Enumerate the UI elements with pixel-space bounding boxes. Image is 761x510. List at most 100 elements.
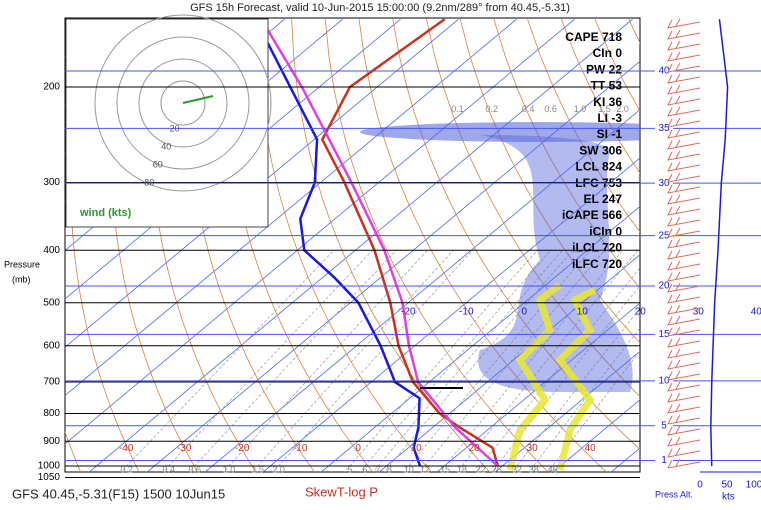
mixing-ratio-line [272,249,473,472]
barb-flag [675,337,681,346]
barb [667,41,701,51]
mixing-ratio-label: 1.5 [598,104,611,114]
x-tick-label: 0 [522,306,528,317]
index: iCAPE 566 [562,208,622,222]
barb [667,118,701,128]
mixing-ratio-label: 0.4 [522,104,535,114]
index-value: -3 [611,111,622,125]
index: SI -1 [597,127,623,141]
barb-flag [675,392,681,401]
diagram-label: SkewT-log P [305,484,378,499]
wind-tick-label: 0 [697,480,703,491]
barb [667,195,701,205]
barb [667,261,701,271]
wind-barb [667,62,701,73]
wind-barb [667,370,701,381]
wind-barb [667,326,701,337]
barb-flag [675,216,681,225]
index-value: 36 [609,95,623,109]
barb-flag [675,172,681,181]
altitude-label-bg [655,454,673,467]
altitude-tick-label: 15 [658,329,670,340]
barb [667,371,701,381]
index: LI -3 [597,111,622,125]
barb-flag [675,458,681,467]
wind-tick-label: 100 [746,480,761,491]
wind-barb [667,315,701,326]
isotherm [65,18,459,348]
mixing-ratio-label: 0.2 [120,464,133,474]
barb [667,272,701,282]
x-tick-label: -20 [401,306,416,317]
wind-barb [667,304,701,315]
index-label: CIn [593,46,612,60]
mixing-ratio-line [162,249,373,472]
barb [667,74,701,84]
x-tick-label: 20 [469,443,481,454]
barb [667,250,701,260]
barb [667,107,701,117]
mixing-ratio-label: 0.1 [451,104,464,114]
index-label: EL [584,192,599,206]
barb [667,85,701,95]
barb-flag [675,425,681,434]
x-tick-label: 30 [527,443,539,454]
barb [667,151,701,161]
y-tick-label: 200 [43,82,60,93]
mixing-ratio-line [344,249,538,472]
index: SW 306 [579,144,622,158]
wind-barb [667,447,701,458]
y-tick-label: 300 [43,177,60,188]
wind-barb [667,106,701,117]
barb [667,52,701,62]
altitude-label: Press Alt. [655,489,693,499]
mixing-ratio-label: 0.6 [188,464,201,474]
barb [667,404,701,414]
wind-barb [667,282,701,293]
index-value: 247 [602,192,622,206]
mixing-ratio-label: 6 [363,464,368,474]
barb-flag [675,62,681,71]
barb-flag [675,271,681,280]
profile-line [260,18,499,467]
isotherm [320,205,640,472]
mixing-ratio-label: 38 [529,464,539,474]
altitude-label-bg [655,65,673,78]
index-value: 22 [609,63,623,77]
barb-flag [675,117,681,126]
barb-flag [675,293,681,302]
barb-flag [675,414,681,423]
isotherm [65,18,401,300]
index-label: KI [593,95,605,109]
index-label: CAPE [565,30,598,44]
barb [667,129,701,139]
index-label: iCAPE [562,208,599,222]
barb [667,162,701,172]
wind-barb [667,194,701,205]
wind-barb [667,73,701,84]
x-tick-label: 20 [635,306,647,317]
barb-flag [675,436,681,445]
wind-barb [667,128,701,139]
barb [667,349,701,359]
y-tick-label: 1050 [38,472,61,483]
barb-flag [675,128,681,137]
wind-barb [667,337,701,348]
index-value: 720 [602,257,622,271]
index: CAPE 718 [565,30,622,44]
wind-barb [667,249,701,260]
x-tick-label: 40 [585,443,597,454]
barb-flag [675,315,681,324]
profiles [254,18,499,467]
altitude-tick-label: 5 [661,420,667,431]
barb-flag [675,194,681,203]
barb [667,360,701,370]
barb [667,415,701,425]
y-tick-label: 500 [43,297,60,308]
mixing-ratio-label: 26 [492,464,502,474]
isotherm [436,302,640,472]
wind-barb [667,216,701,227]
y-tick-label: 900 [43,436,60,447]
isotherm [552,399,640,472]
